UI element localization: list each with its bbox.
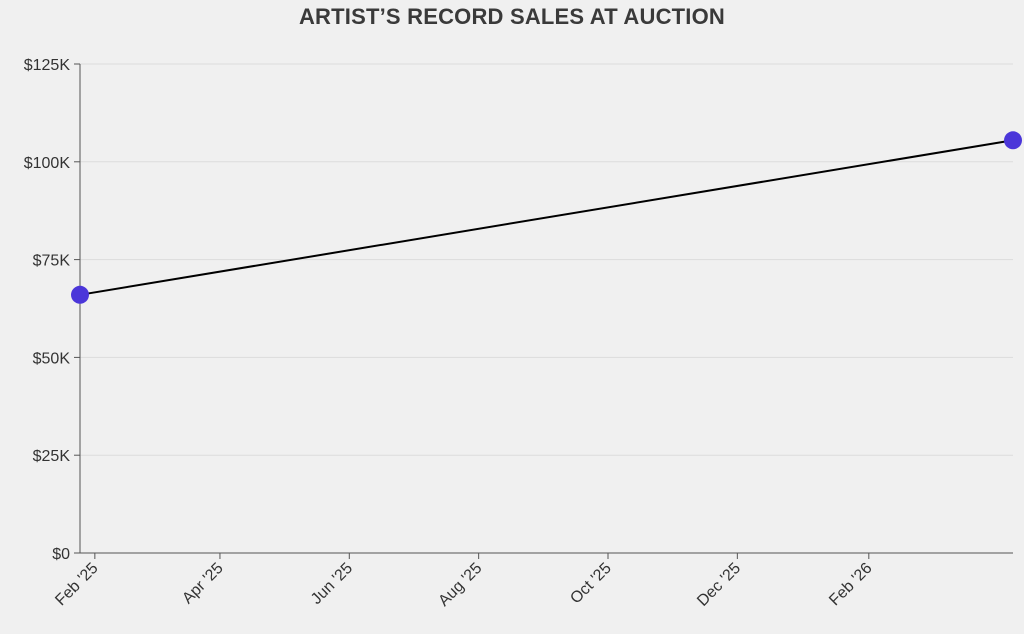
data-point: [71, 285, 89, 304]
y-axis-tick-labels: $0 $25K $50K $75K $100K $125K: [24, 57, 71, 563]
y-tick-label: $25K: [33, 448, 71, 465]
series-group: [71, 131, 1022, 304]
axes: [74, 63, 1013, 559]
x-tick-label: Apr '25: [179, 560, 227, 608]
y-tick-label: $125K: [24, 57, 71, 74]
gridlines: [80, 63, 1013, 456]
x-axis-tick-labels: Feb '25 Apr '25 Jun '25 Aug '25 Oct '25 Dec '…: [52, 560, 875, 610]
x-tick-label: Dec '25: [694, 560, 744, 610]
y-tick-label: $0: [52, 546, 70, 563]
chart-title: ARTIST’S RECORD SALES AT AUCTION: [298, 4, 726, 29]
x-tick-label: Feb '26: [826, 560, 875, 609]
y-tick-label: $50K: [33, 350, 71, 367]
data-point: [1004, 131, 1022, 150]
series-line: [79, 139, 1014, 296]
x-tick-label: Aug '25: [435, 560, 485, 610]
y-tick-label: $75K: [33, 253, 71, 270]
x-tick-label: Feb '25: [52, 560, 101, 609]
y-tick-label: $100K: [24, 155, 71, 172]
x-tick-label: Oct '25: [567, 560, 615, 608]
x-tick-label: Jun '25: [308, 560, 356, 608]
